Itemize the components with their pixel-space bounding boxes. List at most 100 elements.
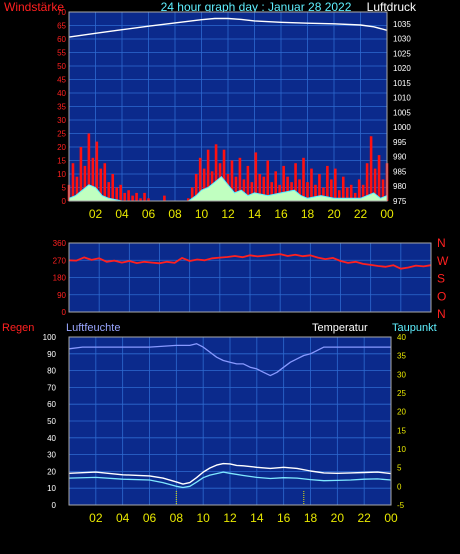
humidity-tick-label: 10 <box>47 484 56 493</box>
pressure-tick-label: 1020 <box>393 64 411 73</box>
wind-speed-tick-label: 20 <box>57 143 66 152</box>
wind-speed-tick-label: 45 <box>57 76 66 85</box>
pressure-tick-label: 1035 <box>393 20 411 29</box>
temperature-tick-label: 0 <box>397 482 402 491</box>
wind-panel-frame <box>68 11 388 202</box>
pressure-tick-label: 1010 <box>393 94 411 103</box>
climate-panel-x-tick-label: 06 <box>143 511 157 525</box>
wind-speed-tick-label: 65 <box>57 22 66 31</box>
temperature-tick-label: 15 <box>397 426 406 435</box>
wind-speed-tick-label: 60 <box>57 35 66 44</box>
climate-panel-x-tick-label: 02 <box>89 511 103 525</box>
temperature-line <box>68 462 392 485</box>
pressure-tick-label: 1005 <box>393 108 411 117</box>
climate-panel-x-tick-label: 10 <box>196 511 210 525</box>
wind-panel-x-tick-label: 14 <box>248 207 262 221</box>
temperature-label: Temperatur <box>312 322 368 334</box>
chart-title: 24 hour graph day : Januar 28 2022 <box>161 0 352 14</box>
dewpoint-label: Taupunkt <box>392 322 437 334</box>
humidity-temperature-panel: 0 10 20 30 40 50 60 70 80 90 100 -5 0 5 10 15 20 25 30 35 40… <box>43 333 407 525</box>
temperature-tick-label: 5 <box>397 464 402 473</box>
temperature-tick-label: 35 <box>397 352 406 361</box>
dewpoint-line <box>68 471 392 489</box>
wind-panel-x-tick-label: 20 <box>327 207 341 221</box>
direction-tick-label: 270 <box>53 256 67 265</box>
temperature-tick-label: 30 <box>397 370 406 379</box>
humidity-tick-label: 30 <box>47 451 56 460</box>
pressure-tick-label: 1030 <box>393 35 411 44</box>
humidity-tick-label: 100 <box>43 333 57 342</box>
climate-panel-x-tick-label: 18 <box>304 511 318 525</box>
wind-panel-x-tick-label: 08 <box>168 207 182 221</box>
humidity-tick-label: 60 <box>47 400 56 409</box>
climate-panel-frame <box>68 336 392 506</box>
wind-panel-x-tick-label: 22 <box>354 207 368 221</box>
wind-speed-tick-label: 40 <box>57 89 66 98</box>
direction-tick-label: 180 <box>53 274 67 283</box>
wind-speed-tick-label: 70 <box>57 8 66 17</box>
wind-panel-x-tick-label: 10 <box>195 207 209 221</box>
pressure-tick-label: 1015 <box>393 79 411 88</box>
wind-panel-x-tick-label: 18 <box>301 207 315 221</box>
pressure-tick-label: 990 <box>393 153 407 162</box>
wind-panel-x-tick-label: 16 <box>274 207 288 221</box>
wind-speed-tick-label: 50 <box>57 62 66 71</box>
pressure-tick-label: 985 <box>393 167 407 176</box>
climate-panel-x-tick-label: 22 <box>357 511 371 525</box>
humidity-tick-label: 20 <box>47 467 56 476</box>
wind-speed-tick-label: 15 <box>57 157 66 166</box>
humidity-tick-label: 50 <box>47 417 56 426</box>
direction-panel-frame <box>68 242 432 313</box>
temperature-tick-label: 20 <box>397 408 406 417</box>
pressure-tick-label: 980 <box>393 182 407 191</box>
compass-label: N <box>437 307 446 321</box>
pressure-line <box>68 17 388 38</box>
humidity-tick-label: 90 <box>47 350 56 359</box>
header-right-label: Luftdruck <box>367 0 417 14</box>
compass-label: S <box>437 272 445 286</box>
climate-panel-x-tick-label: 00 <box>384 511 398 525</box>
compass-label: W <box>437 254 449 268</box>
wind-speed-tick-label: 55 <box>57 49 66 58</box>
wind-pressure-panel: 0510152025303540455055606570975980985990… <box>57 8 411 221</box>
climate-panel-x-tick-label: 08 <box>170 511 184 525</box>
direction-tick-label: 360 <box>53 239 67 248</box>
humidity-line <box>68 343 391 377</box>
wind-panel-x-tick-label: 04 <box>115 207 129 221</box>
pressure-tick-label: 975 <box>393 197 407 206</box>
direction-tick-label: 90 <box>57 291 66 300</box>
temperature-tick-label: -5 <box>397 501 405 510</box>
temperature-tick-label: 25 <box>397 389 406 398</box>
rain-label: Regen <box>2 322 34 334</box>
climate-panel-x-tick-label: 14 <box>250 511 264 525</box>
climate-panel-x-tick-label: 20 <box>331 511 345 525</box>
wind-speed-tick-label: 35 <box>57 103 66 112</box>
humidity-tick-label: 70 <box>47 383 56 392</box>
wind-panel-x-tick-label: 02 <box>89 207 103 221</box>
wind-panel-x-tick-label: 12 <box>221 207 235 221</box>
wind-speed-tick-label: 25 <box>57 130 66 139</box>
temperature-tick-label: 40 <box>397 333 406 342</box>
wind-average-area <box>68 175 388 202</box>
direction-tick-label: 0 <box>62 308 67 317</box>
climate-panel-x-tick-label: 04 <box>116 511 130 525</box>
humidity-tick-label: 80 <box>47 367 56 376</box>
temperature-tick-label: 10 <box>397 445 406 454</box>
climate-panel-x-tick-label: 16 <box>277 511 291 525</box>
wind-speed-tick-label: 30 <box>57 116 66 125</box>
wind-speed-tick-label: 5 <box>62 184 67 193</box>
compass-label: N <box>437 236 446 250</box>
humidity-tick-label: 40 <box>47 434 56 443</box>
humidity-label: Luftfeuchte <box>66 322 120 334</box>
wind-panel-x-tick-label: 06 <box>142 207 156 221</box>
header-left-label: Windstärke <box>4 0 64 14</box>
climate-panel-x-tick-label: 12 <box>223 511 237 525</box>
wind-panel-x-tick-label: 00 <box>380 207 394 221</box>
wind-direction-line <box>68 253 432 270</box>
pressure-tick-label: 995 <box>393 138 407 147</box>
pressure-tick-label: 1025 <box>393 49 411 58</box>
compass-label: O <box>437 289 446 303</box>
pressure-tick-label: 1000 <box>393 123 411 132</box>
